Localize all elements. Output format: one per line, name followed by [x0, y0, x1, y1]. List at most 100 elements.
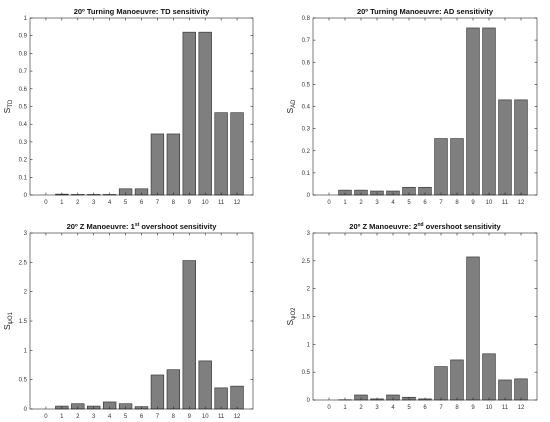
y-tick-label: 2 — [24, 290, 28, 296]
x-tick-label: 2 — [76, 414, 80, 420]
x-tick-label: 8 — [455, 200, 459, 206]
chart-panel-2: 00.10.20.30.40.50.60.70.80 1 2 3 4 5 6 7 8 9 10 11 1… — [285, 7, 538, 206]
x-tick-label: 6 — [423, 405, 427, 411]
x-tick-label: 2 — [359, 200, 363, 206]
chart-title: 20º Turning Manoeuvre: TD sensitivity — [74, 7, 210, 16]
x-tick-label: 7 — [156, 414, 160, 420]
bar-12 — [230, 385, 244, 410]
x-tick-label: 12 — [234, 200, 241, 206]
y-tick-label: 1 — [24, 348, 28, 354]
chart-title: 20º Z Manoeuvre: 1st overshoot sensitivi… — [67, 222, 218, 231]
bar-9 — [466, 256, 480, 401]
x-tick-label: 12 — [518, 405, 525, 411]
x-tick-label: 10 — [486, 405, 493, 411]
axes-box — [312, 232, 538, 401]
x-tick-label: 3 — [92, 414, 96, 420]
x-tick-label: 9 — [188, 414, 192, 420]
y-tick-label: 0 — [24, 407, 28, 413]
x-tick-label: 7 — [439, 200, 443, 206]
bar-7 — [434, 366, 448, 401]
x-tick-label: 8 — [172, 200, 176, 206]
y-tick-label: 0.4 — [302, 105, 311, 111]
x-tick-label: 8 — [455, 405, 459, 411]
axes-box — [29, 232, 254, 410]
y-tick-label: 0.2 — [19, 158, 28, 164]
x-tick-label: 10 — [202, 414, 209, 420]
y-tick-label: 0 — [307, 193, 311, 199]
bar-8 — [166, 369, 181, 410]
y-tick-label: 1 — [307, 342, 311, 348]
x-tick-label: 10 — [486, 200, 493, 206]
chart-panel-1: 00.10.20.30.40.50.60.70.80.910 1 2 3 4 5 6 7 8 9 1… — [2, 7, 254, 206]
bar-10 — [482, 353, 496, 401]
y-tick-label: 0.5 — [19, 378, 28, 384]
y-tick-label: 0.6 — [19, 87, 28, 93]
x-tick-label: 5 — [407, 405, 411, 411]
x-tick-label: 4 — [391, 405, 395, 411]
y-tick-label: 0 — [307, 398, 311, 404]
y-tick-label: 1.5 — [302, 315, 311, 321]
x-tick-label: 11 — [502, 200, 509, 206]
bar-11 — [498, 379, 512, 401]
y-tick-label: 1 — [24, 16, 28, 22]
y-tick-label: 0.5 — [19, 105, 28, 111]
x-tick-label: 4 — [108, 414, 112, 420]
bar-9 — [466, 27, 480, 196]
x-tick-label: 5 — [124, 414, 128, 420]
y-tick-label: 0.8 — [19, 51, 28, 57]
bar-11 — [214, 112, 228, 196]
x-tick-label: 5 — [124, 200, 128, 206]
y-tick-label: 0.2 — [302, 149, 311, 155]
x-tick-label: 12 — [518, 200, 525, 206]
x-tick-label: 1 — [343, 405, 347, 411]
y-axis-label: SψO1 — [2, 311, 14, 330]
x-tick-label: 11 — [218, 414, 225, 420]
bar-12 — [514, 99, 528, 196]
y-tick-label: 2.5 — [302, 259, 311, 265]
x-tick-label: 1 — [60, 200, 64, 206]
y-tick-label: 0.8 — [302, 16, 311, 22]
bar-9 — [182, 260, 196, 410]
bar-9 — [182, 31, 196, 196]
x-tick-label: 2 — [76, 200, 80, 206]
x-tick-label: 1 — [60, 414, 64, 420]
x-tick-label: 1 — [343, 200, 347, 206]
x-tick-label: 9 — [471, 405, 475, 411]
x-tick-label: 3 — [375, 405, 379, 411]
bar-8 — [450, 359, 464, 401]
x-tick-label: 3 — [92, 200, 96, 206]
x-tick-label: 10 — [202, 200, 209, 206]
y-tick-label: 1.5 — [19, 319, 28, 325]
bar-8 — [166, 133, 181, 196]
y-tick-label: 0.6 — [302, 60, 311, 66]
bar-8 — [450, 138, 464, 196]
x-tick-label: 2 — [359, 405, 363, 411]
y-axis-label: STD — [2, 99, 14, 113]
y-tick-label: 0.9 — [19, 34, 28, 40]
y-tick-label: 0.5 — [302, 82, 311, 88]
x-tick-label: 7 — [156, 200, 160, 206]
x-tick-label: 4 — [391, 200, 395, 206]
bar-11 — [498, 99, 512, 196]
chart-title: 20º Z Manoeuvre: 2nd overshoot sensitivi… — [349, 222, 501, 231]
x-tick-label: 7 — [439, 405, 443, 411]
y-tick-label: 0.7 — [19, 69, 28, 75]
x-tick-label: 9 — [471, 200, 475, 206]
bar-10 — [198, 31, 212, 196]
bar-7 — [150, 133, 165, 196]
bar-12 — [230, 112, 244, 196]
x-tick-label: 11 — [218, 200, 225, 206]
y-tick-label: 0.7 — [302, 38, 311, 44]
x-tick-label: 6 — [140, 414, 144, 420]
bar-10 — [482, 27, 496, 196]
x-tick-label: 6 — [423, 200, 427, 206]
bar-11 — [214, 387, 228, 410]
x-tick-label: 0 — [44, 200, 48, 206]
x-tick-label: 11 — [502, 405, 509, 411]
bar-10 — [198, 360, 212, 410]
y-tick-label: 0.4 — [19, 122, 28, 128]
x-tick-label: 3 — [375, 200, 379, 206]
x-tick-label: 8 — [172, 414, 176, 420]
